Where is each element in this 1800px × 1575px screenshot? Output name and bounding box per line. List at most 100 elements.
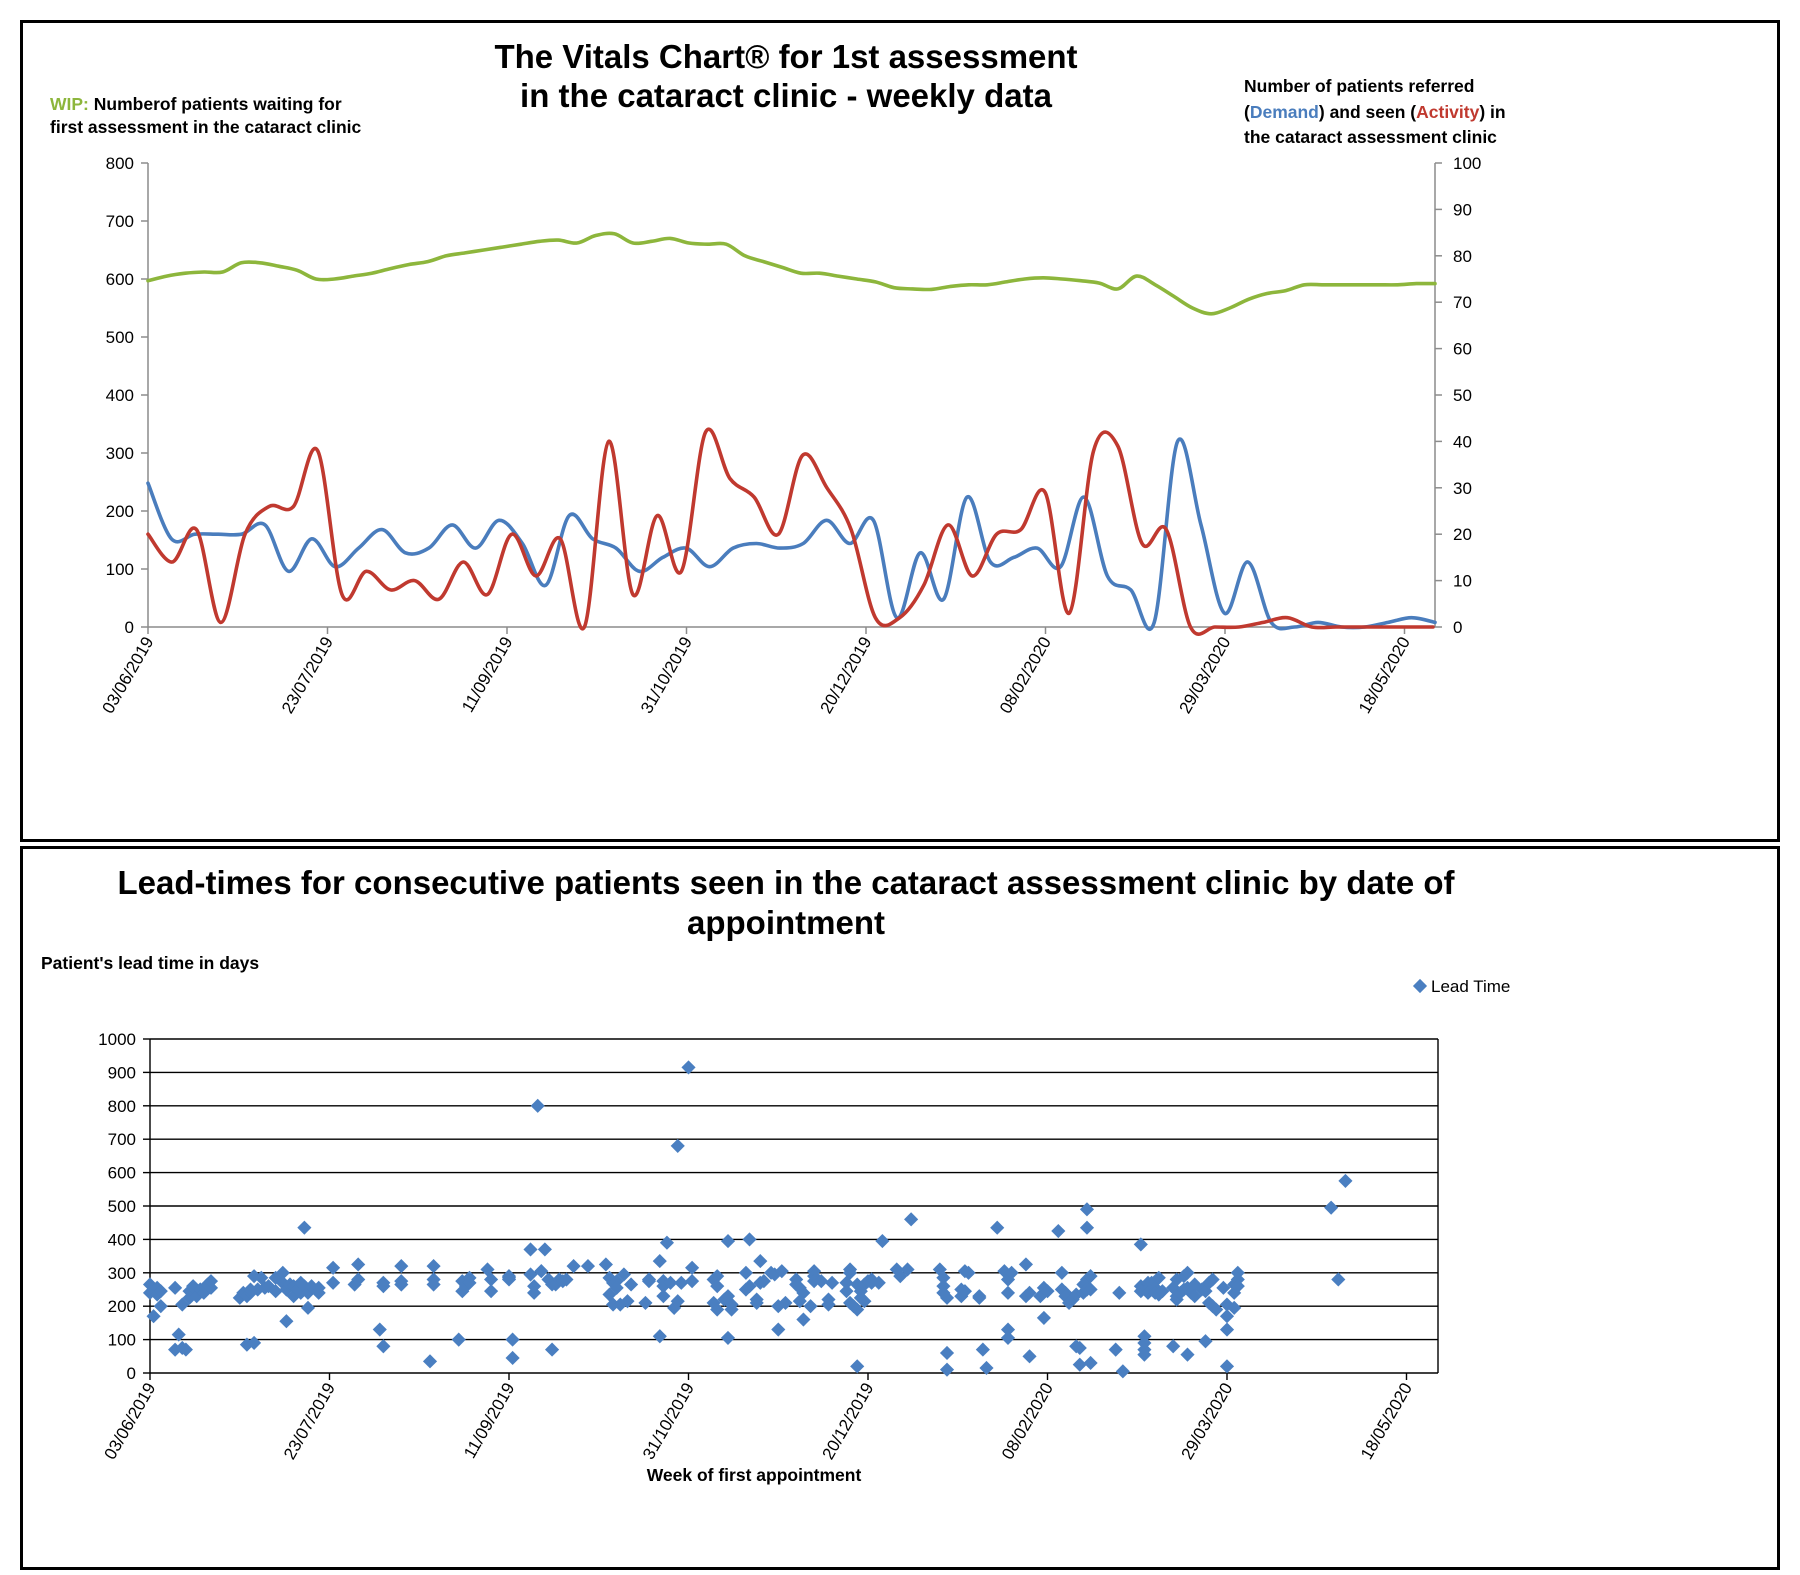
lead-time-point (864, 1275, 879, 1290)
y-tick-label: 500 (108, 1197, 136, 1216)
lead-time-point (771, 1322, 786, 1337)
leadtime-y-axis-ticks: 0 100 200 300 400 500 600 700 800 900 1000 (98, 1030, 150, 1383)
lead-time-point (1072, 1357, 1087, 1372)
lead-time-point (559, 1272, 574, 1287)
lead-time-point (1108, 1342, 1123, 1357)
vitals-chart-title-line2: in the cataract clinic - weekly data (520, 77, 1053, 114)
lead-time-point (1051, 1223, 1066, 1239)
lead-time-point (580, 1259, 596, 1274)
left-tick-label: 800 (106, 154, 134, 173)
x-tick-label: 31/10/2019 (637, 634, 696, 717)
vitals-left-axis-ticks: 0 100 200 300 400 500 600 700 800 (106, 154, 148, 637)
lead-time-point (484, 1284, 499, 1299)
lead-time-point (1216, 1280, 1231, 1295)
lead-time-point (774, 1264, 789, 1279)
lead-time-point (523, 1267, 538, 1282)
y-tick-label: 400 (108, 1230, 136, 1249)
lead-time-point (534, 1264, 549, 1279)
wip-label: WIP: (50, 94, 89, 114)
x-tick-label: 11/09/2019 (458, 634, 516, 716)
lead-time-point (753, 1254, 768, 1269)
series-line-wip (146, 231, 1437, 316)
right-tick-label: 100 (1453, 154, 1481, 173)
x-tick-label: 18/05/2020 (1355, 634, 1414, 717)
x-tick-label: 31/10/2019 (639, 1380, 698, 1463)
lead-time-point (1000, 1285, 1016, 1300)
lead-time-point (652, 1329, 667, 1344)
wip-note-text: Numberof patients waiting for (89, 94, 342, 114)
y-tick-label: 200 (108, 1297, 136, 1316)
lead-time-point (527, 1285, 542, 1300)
lead-time-point (300, 1300, 316, 1315)
lead-time-point (545, 1342, 560, 1357)
series-line-demand (146, 437, 1437, 632)
y-tick-label: 700 (108, 1130, 136, 1149)
left-tick-label: 500 (106, 328, 134, 347)
lead-time-point (598, 1257, 613, 1272)
demand-legend-label: Demand (1250, 102, 1319, 122)
lead-time-point (1137, 1347, 1152, 1362)
note-close-text: ) in (1479, 102, 1505, 122)
lead-time-point (624, 1277, 639, 1292)
left-tick-label: 600 (106, 270, 134, 289)
lead-time-point (426, 1259, 441, 1274)
x-tick-label: 08/02/2020 (998, 1380, 1057, 1463)
right-tick-label: 80 (1453, 247, 1472, 266)
right-tick-label: 90 (1453, 200, 1472, 219)
lead-time-point (1083, 1269, 1098, 1284)
leadtime-x-axis-ticks: 03/06/2019 23/07/2019 11/09/2019 31/10/2019… (100, 1373, 1416, 1463)
lead-time-point (738, 1265, 753, 1280)
lead-time-point (530, 1098, 545, 1113)
lead-time-point (451, 1332, 466, 1347)
right-tick-label: 60 (1453, 340, 1472, 359)
right-tick-label: 40 (1453, 432, 1472, 451)
lead-time-point (394, 1259, 409, 1274)
leadtime-points (142, 1060, 1353, 1379)
vitals-chart: The Vitals Chart® for 1st assessment in … (50, 38, 1506, 717)
lead-time-point (663, 1275, 678, 1290)
lead-time-point (842, 1265, 858, 1280)
vitals-right-axis-ticks: 0 10 20 30 40 50 60 70 80 90 100 (1435, 154, 1481, 637)
x-tick-label: 03/06/2019 (98, 634, 157, 717)
lead-time-point (1000, 1322, 1016, 1337)
demand-activity-note-line1: Number of patients referred (1244, 76, 1474, 96)
left-tick-label: 0 (125, 618, 134, 637)
x-tick-label: 29/03/2020 (1175, 634, 1234, 717)
lead-time-point (1324, 1200, 1339, 1215)
lead-time-point (1331, 1272, 1346, 1287)
lead-time-point (720, 1330, 736, 1345)
lead-time-point (857, 1294, 872, 1309)
lead-time-point (1036, 1310, 1051, 1325)
y-tick-label: 900 (108, 1063, 136, 1082)
y-tick-label: 0 (127, 1364, 136, 1383)
lead-time-point (1166, 1339, 1181, 1354)
right-tick-label: 10 (1453, 572, 1472, 591)
lead-time-point (724, 1302, 739, 1317)
lead-time-point (803, 1299, 818, 1314)
lead-time-point (839, 1284, 854, 1299)
lead-time-point (566, 1259, 581, 1274)
lead-time-point (153, 1299, 168, 1314)
x-tick-label: 11/09/2019 (460, 1380, 518, 1462)
lead-time-point (279, 1314, 294, 1329)
legend-marker-icon (1412, 978, 1428, 994)
lead-time-point (178, 1342, 193, 1357)
leadtime-chart-title-line2: appointment (687, 904, 885, 941)
x-tick-label: 23/07/2019 (278, 634, 337, 717)
lead-time-point (1112, 1285, 1127, 1300)
lead-time-point (939, 1290, 955, 1305)
lead-time-point (153, 1284, 168, 1299)
vitals-series (146, 231, 1437, 636)
lead-time-point (939, 1345, 955, 1361)
lead-time-point (670, 1138, 685, 1153)
lead-time-point (875, 1233, 890, 1249)
lead-time-point (652, 1254, 667, 1269)
lead-time-point (1040, 1284, 1055, 1299)
lead-time-point (394, 1277, 409, 1292)
lead-time-point (638, 1295, 653, 1310)
demand-activity-note-line3: the cataract assessment clinic (1244, 127, 1497, 147)
vitals-x-axis-ticks: 03/06/2019 23/07/2019 11/09/2019 31/10/2019… (98, 627, 1414, 717)
y-tick-label: 600 (108, 1164, 136, 1183)
lead-time-point (1180, 1347, 1195, 1362)
lead-time-point (939, 1362, 955, 1377)
